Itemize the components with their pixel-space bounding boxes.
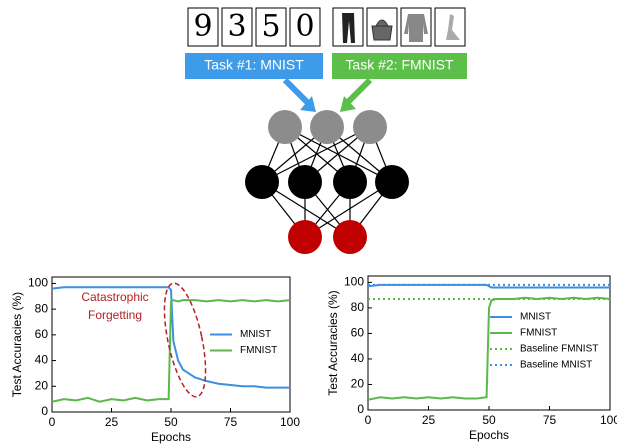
legend-label: FMNIST bbox=[240, 345, 277, 356]
task-label: Task #1: MNIST bbox=[204, 57, 304, 73]
mnist-digit: 9 bbox=[193, 9, 212, 44]
neuron bbox=[375, 165, 409, 199]
figure: 9350Task #1: MNISTTask #2: FMNIST 020406… bbox=[0, 0, 617, 447]
y-tick-label: 60 bbox=[35, 327, 49, 341]
y-tick-label: 40 bbox=[35, 353, 49, 367]
chart: 0 20 40 60 80 100 0 25 50 75 100 Epochs Test Accurac… bbox=[10, 276, 300, 445]
annotation-ellipse bbox=[156, 280, 213, 401]
y-axis-label: Test Accuracies (%) bbox=[10, 292, 24, 397]
x-tick-label: 25 bbox=[422, 413, 436, 427]
y-tick-label: 20 bbox=[35, 378, 49, 392]
network bbox=[245, 110, 409, 254]
x-tick-label: 0 bbox=[365, 413, 372, 427]
x-axis-label: Epochs bbox=[151, 430, 191, 444]
neuron bbox=[245, 165, 279, 199]
y-tick-label: 20 bbox=[351, 377, 365, 391]
y-tick-label: 60 bbox=[351, 326, 365, 340]
y-tick-label: 80 bbox=[351, 300, 365, 314]
neuron bbox=[353, 110, 387, 144]
x-tick-label: 100 bbox=[280, 415, 300, 429]
x-tick-label: 50 bbox=[482, 413, 496, 427]
legend-label: FMNIST bbox=[520, 328, 557, 339]
y-axis-label: Test Accuracies (%) bbox=[326, 290, 340, 395]
x-tick-label: 0 bbox=[49, 415, 56, 429]
neuron bbox=[288, 220, 322, 254]
mnist-digit: 5 bbox=[261, 9, 280, 44]
annotation: Forgetting bbox=[88, 308, 142, 322]
y-tick-label: 0 bbox=[357, 402, 364, 416]
legend-label: Baseline FMNIST bbox=[520, 344, 598, 355]
legend-label: MNIST bbox=[240, 329, 271, 340]
y-tick-label: 0 bbox=[41, 404, 48, 418]
x-tick-label: 75 bbox=[224, 415, 238, 429]
neuron bbox=[333, 220, 367, 254]
mnist-digit: 0 bbox=[295, 9, 314, 44]
annotation: Catastrophic bbox=[81, 290, 148, 304]
neuron bbox=[268, 110, 302, 144]
neuron bbox=[288, 165, 322, 199]
y-tick-label: 100 bbox=[28, 276, 48, 290]
x-tick-label: 25 bbox=[105, 415, 119, 429]
y-tick-label: 40 bbox=[351, 351, 365, 365]
arrow bbox=[285, 80, 308, 103]
arrow bbox=[348, 80, 370, 102]
task-label: Task #2: FMNIST bbox=[345, 57, 454, 73]
x-tick-label: 50 bbox=[164, 415, 178, 429]
x-axis-label: Epochs bbox=[469, 428, 509, 442]
mnist-digit: 3 bbox=[227, 9, 246, 44]
chart: 0 20 40 60 80 100 0 25 50 75 100 Epochs Test Accurac… bbox=[326, 275, 617, 443]
legend-label: Baseline MNIST bbox=[520, 360, 592, 371]
neuron bbox=[333, 165, 367, 199]
y-tick-label: 100 bbox=[344, 275, 364, 289]
x-tick-label: 100 bbox=[600, 413, 617, 427]
x-tick-label: 75 bbox=[543, 413, 557, 427]
neuron bbox=[310, 110, 344, 144]
y-tick-label: 80 bbox=[35, 301, 49, 315]
legend-label: MNIST bbox=[520, 312, 551, 323]
